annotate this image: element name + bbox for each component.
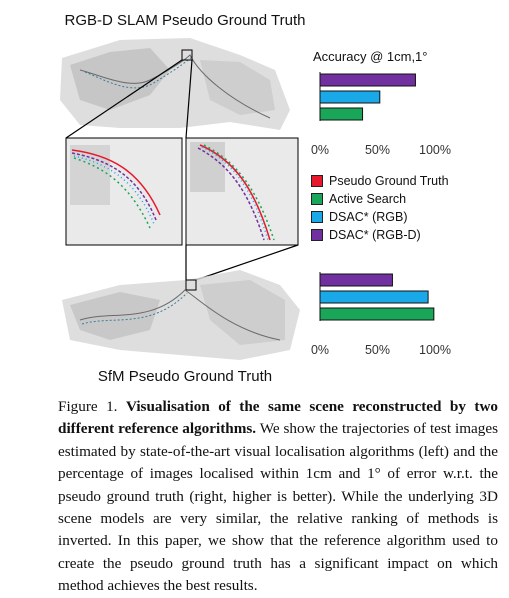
bottom-panel-title: SfM Pseudo Ground Truth <box>97 368 273 385</box>
zoom-inset-sfm <box>185 137 299 246</box>
x-tick-label: 50% <box>365 343 390 357</box>
legend-swatch <box>311 229 323 241</box>
top-panel-title: RGB-D SLAM Pseudo Ground Truth <box>64 12 306 29</box>
legend-item-pseudo-gt: Pseudo Ground Truth <box>311 172 449 190</box>
caption-bold: Visualisation of the same scene reconstr… <box>58 398 499 438</box>
x-tick-label: 0% <box>311 143 329 157</box>
legend-item-dsac-rgbd: DSAC* (RGB-D) <box>311 226 449 244</box>
legend-label: DSAC* (RGB) <box>329 210 408 224</box>
accuracy-chart-title: Accuracy @ 1cm,1° <box>313 49 428 64</box>
x-tick-label: 100% <box>419 343 451 357</box>
accuracy-chart-rgbd: 0% 50% 100% <box>311 72 451 157</box>
bar-active-search <box>319 107 364 121</box>
x-tick-label: 0% <box>311 343 329 357</box>
accuracy-chart-sfm: 0% 50% 100% <box>311 272 451 357</box>
legend: Pseudo Ground Truth Active Search DSAC* … <box>311 172 449 244</box>
bottom-point-cloud <box>62 270 300 360</box>
x-tick-label: 50% <box>365 143 390 157</box>
bar-dsac-rgb- <box>319 290 429 304</box>
bar-dsac-rgb-d- <box>319 273 393 287</box>
legend-item-dsac-rgb: DSAC* (RGB) <box>311 208 449 226</box>
figure-caption: Figure 1. Visualisation of the same scen… <box>58 396 498 598</box>
legend-swatch <box>311 193 323 205</box>
bar-active-search <box>319 307 435 321</box>
top-point-cloud <box>60 38 290 130</box>
legend-label: Active Search <box>329 192 407 206</box>
caption-text: We show the trajectories of test images … <box>58 420 498 595</box>
legend-label: Pseudo Ground Truth <box>329 174 449 188</box>
x-tick-label: 100% <box>419 143 451 157</box>
caption-label: Figure 1. <box>58 398 118 415</box>
bar-dsac-rgb- <box>319 90 381 104</box>
bar-dsac-rgb-d- <box>319 73 416 87</box>
legend-swatch <box>311 211 323 223</box>
legend-swatch <box>311 175 323 187</box>
zoom-inset-rgbd <box>65 137 183 246</box>
legend-label: DSAC* (RGB-D) <box>329 228 421 242</box>
legend-item-active-search: Active Search <box>311 190 449 208</box>
